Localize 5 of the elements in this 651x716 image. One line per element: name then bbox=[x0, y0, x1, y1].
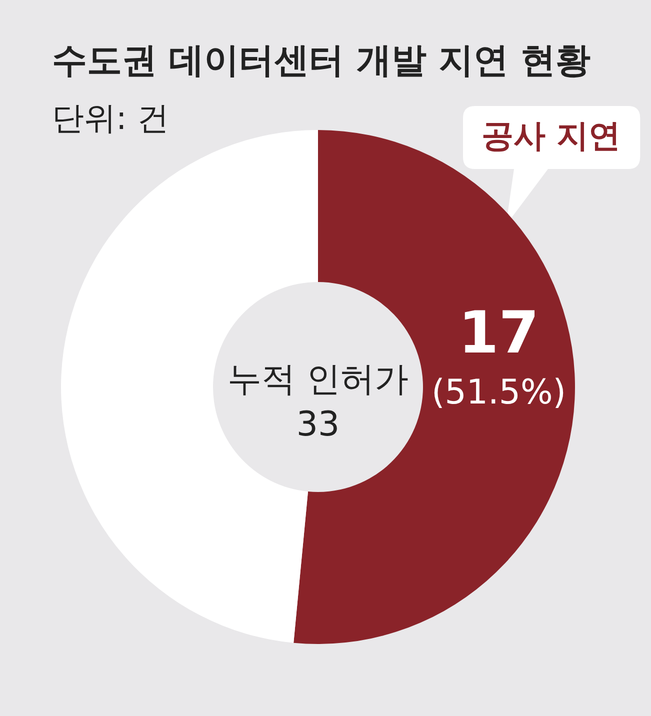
chart-title: 수도권 데이터센터 개발 지연 현황 bbox=[52, 40, 591, 83]
data-label: 17 (51.5%) bbox=[432, 298, 566, 412]
text: 누적 인허가 33 bbox=[228, 359, 408, 444]
slice-label: 공사 지연 bbox=[482, 116, 621, 155]
chart-subtitle: 단위: 건 bbox=[52, 98, 169, 138]
